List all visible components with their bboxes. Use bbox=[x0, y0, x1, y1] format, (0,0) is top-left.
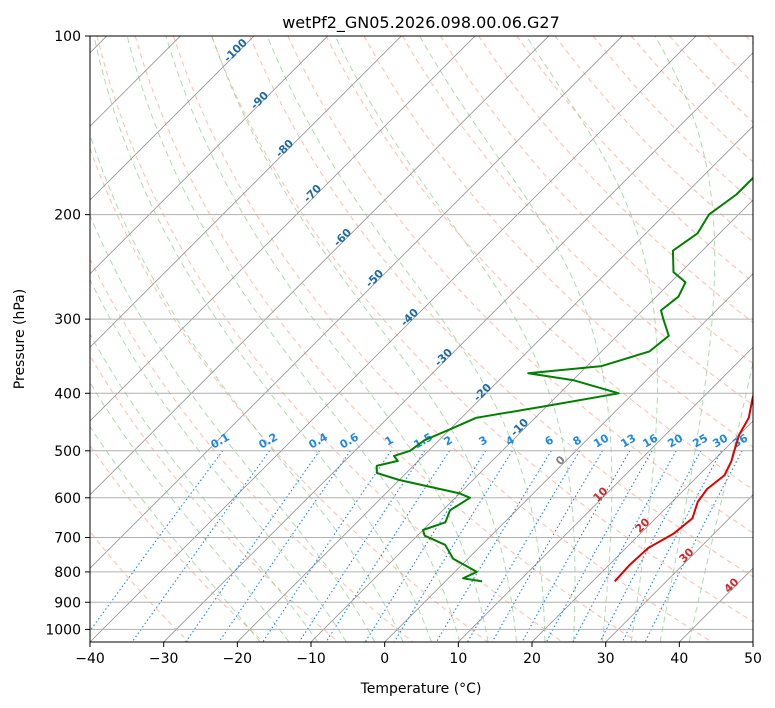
y-tick-label: 100 bbox=[54, 29, 81, 45]
x-tick-label: −30 bbox=[149, 651, 179, 667]
mixing-ratio-line bbox=[435, 450, 552, 642]
dry-adiabat-line bbox=[90, 147, 488, 642]
mixing-ratio-line bbox=[393, 450, 513, 642]
isotherm-line bbox=[90, 36, 255, 201]
y-tick-label: 400 bbox=[54, 386, 81, 402]
x-axis-title: Temperature (°C) bbox=[360, 681, 482, 697]
dry-adiabat-line bbox=[325, 36, 753, 491]
isotherm-line bbox=[90, 36, 697, 642]
y-axis-title: Pressure (hPa) bbox=[12, 289, 28, 389]
y-tick-label: 1000 bbox=[45, 622, 81, 638]
moist-adiabat-line bbox=[93, 36, 432, 642]
x-tick-label: 20 bbox=[523, 651, 541, 667]
moist-adiabat-line bbox=[211, 36, 517, 642]
mixing-ratio-line bbox=[90, 450, 224, 632]
y-tick-label: 800 bbox=[54, 565, 81, 581]
mixing-ratio-line bbox=[185, 450, 321, 642]
moist-adiabat-line bbox=[90, 214, 376, 642]
mixing-ratio-line bbox=[644, 450, 743, 642]
mixing-ratio-line bbox=[218, 450, 351, 642]
isotherm-line bbox=[605, 494, 753, 642]
moist-adiabat-line bbox=[525, 36, 659, 642]
x-tick-label: 30 bbox=[597, 651, 615, 667]
isotherm-line bbox=[384, 273, 753, 642]
isotherm-line bbox=[90, 36, 402, 348]
plot-background bbox=[90, 36, 753, 642]
moist-adiabat-line bbox=[266, 36, 546, 642]
moist-adiabat-line bbox=[419, 36, 613, 642]
mixing-ratio-line bbox=[262, 450, 392, 642]
dry-adiabat-line bbox=[249, 36, 753, 578]
moist-adiabat-line bbox=[126, 36, 461, 642]
moist-adiabat-line bbox=[90, 381, 290, 642]
y-tick-label: 200 bbox=[54, 208, 81, 224]
dry-adiabat-line bbox=[172, 36, 712, 642]
y-axis: 100 200 300 400 500 600 700 800 900 1000 bbox=[45, 29, 90, 638]
moist-adiabat-line bbox=[90, 425, 261, 642]
mixing-ratio-line bbox=[298, 450, 426, 642]
moist-adiabat-line bbox=[688, 360, 753, 642]
isotherm-line bbox=[163, 52, 753, 642]
moist-adiabat-line bbox=[334, 36, 576, 642]
temperature-line bbox=[613, 392, 753, 583]
x-tick-label: −20 bbox=[223, 651, 253, 667]
x-tick-label: 10 bbox=[449, 651, 467, 667]
mixing-ratio-line bbox=[621, 450, 722, 642]
dry-adiabat-line bbox=[96, 36, 563, 642]
moist-adiabat-line bbox=[90, 333, 319, 642]
dewpoint-line bbox=[375, 176, 753, 583]
y-tick-label: 500 bbox=[54, 444, 81, 460]
x-tick-label: 50 bbox=[744, 651, 762, 667]
isotherm-line bbox=[457, 346, 753, 642]
y-tick-label: 900 bbox=[54, 595, 81, 611]
mixing-ratio-line bbox=[521, 450, 631, 642]
moist-adiabat-line bbox=[90, 133, 404, 642]
profile-series bbox=[375, 176, 753, 583]
dry-adiabat-line bbox=[211, 36, 753, 623]
x-axis: −40 −30 −20 −10 0 10 20 30 40 50 bbox=[75, 642, 762, 667]
chart-title: wetPf2_GN05.2026.098.00.06.G27 bbox=[282, 13, 560, 33]
x-tick-label: −10 bbox=[296, 651, 326, 667]
plot-frame bbox=[89, 35, 754, 643]
y-tick-label: 700 bbox=[54, 531, 81, 547]
isotherm-line bbox=[90, 36, 623, 569]
x-tick-label: 40 bbox=[670, 651, 688, 667]
dry-adiabat-line bbox=[401, 36, 753, 406]
dry-adiabat-line bbox=[134, 36, 638, 642]
moist-adiabat-line bbox=[654, 36, 716, 642]
x-tick-label: 0 bbox=[380, 651, 389, 667]
isotherm-line bbox=[752, 641, 753, 642]
isotherm-line bbox=[90, 36, 476, 422]
dry-adiabat-line bbox=[363, 36, 753, 448]
isotherm-line bbox=[310, 199, 753, 642]
x-tick-label: −40 bbox=[75, 651, 105, 667]
isotherm-line bbox=[90, 36, 550, 496]
mixing-ratio-line bbox=[545, 450, 653, 642]
isotherm-line bbox=[236, 125, 753, 642]
dry-adiabat-line bbox=[439, 36, 753, 365]
mixing-ratio-line bbox=[599, 450, 702, 642]
y-tick-label: 300 bbox=[54, 312, 81, 328]
mixing-ratio-line bbox=[572, 450, 677, 642]
y-tick-label: 600 bbox=[54, 491, 81, 507]
isotherm-line bbox=[90, 36, 329, 275]
dry-adiabat-line bbox=[90, 444, 264, 642]
isotherm-line bbox=[531, 420, 753, 642]
